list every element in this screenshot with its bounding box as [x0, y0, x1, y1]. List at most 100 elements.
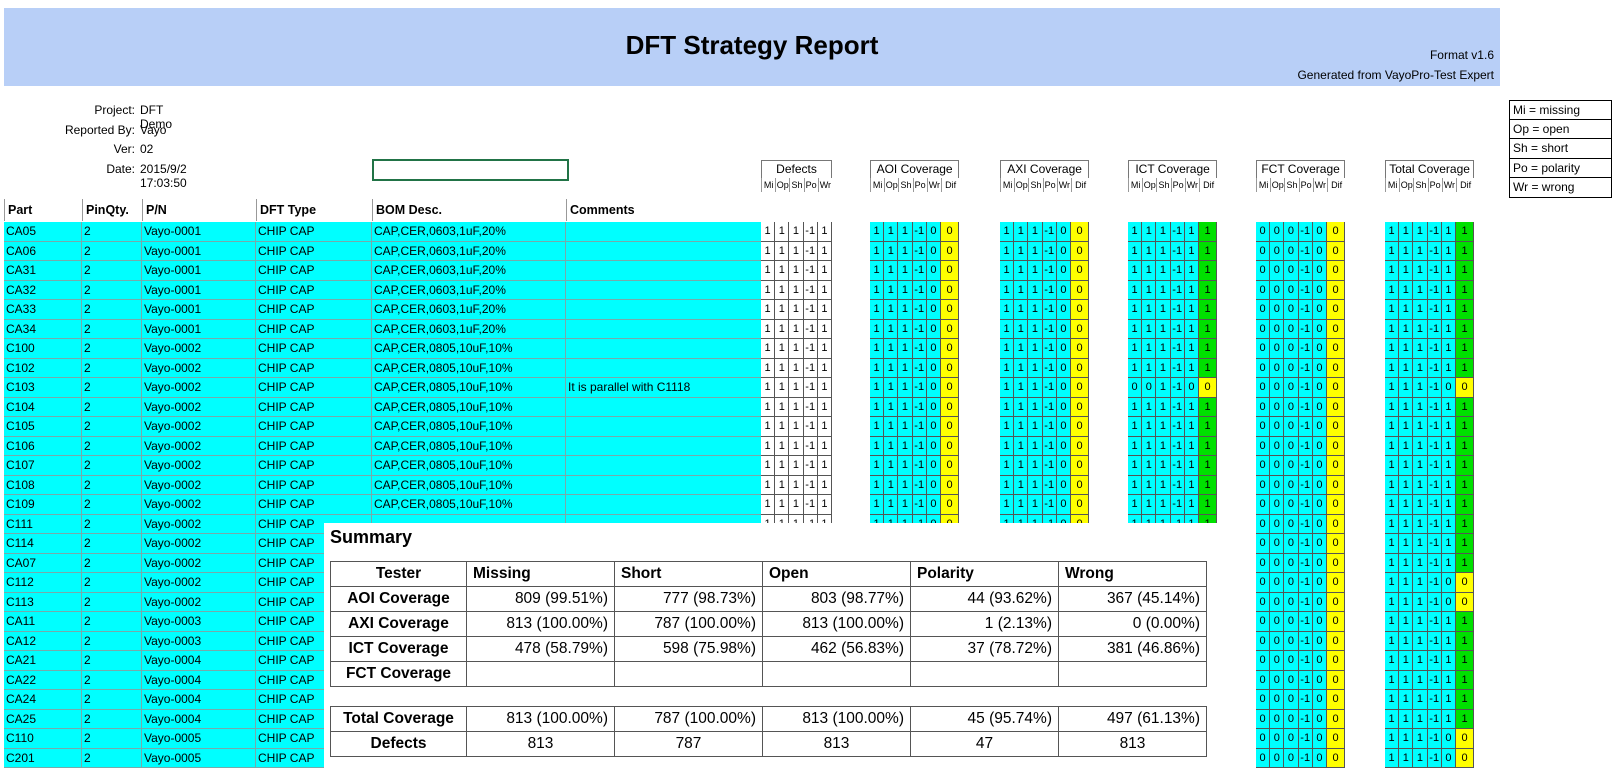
coverage-cell-tot[interactable]: 1: [1399, 651, 1414, 671]
coverage-cell-fct[interactable]: 0: [1256, 709, 1271, 729]
coverage-cell-ict[interactable]: 1: [1199, 261, 1218, 281]
coverage-cell-aoi[interactable]: -1: [912, 280, 927, 300]
cell-comment[interactable]: [566, 397, 762, 417]
coverage-cell-fct[interactable]: 0: [1284, 612, 1299, 632]
coverage-cell-axi[interactable]: 1: [1014, 358, 1029, 378]
coverage-cell-def[interactable]: 1: [817, 397, 832, 417]
cell-type[interactable]: CHIP CAP: [256, 358, 372, 378]
summary-cell[interactable]: [910, 661, 1059, 687]
coverage-cell-tot[interactable]: -1: [1427, 495, 1442, 515]
coverage-cell-ict[interactable]: 1: [1128, 417, 1143, 437]
coverage-cell-tot[interactable]: 1: [1385, 319, 1400, 339]
cell-type[interactable]: CHIP CAP: [256, 436, 372, 456]
coverage-cell-fct[interactable]: -1: [1298, 690, 1313, 710]
coverage-cell-fct[interactable]: 0: [1270, 729, 1285, 749]
coverage-cell-ict[interactable]: 0: [1128, 378, 1143, 398]
ver-value[interactable]: 02: [140, 142, 154, 156]
summary-cell[interactable]: 44 (93.62%): [910, 586, 1059, 612]
coverage-cell-aoi[interactable]: 1: [898, 378, 913, 398]
coverage-cell-axi[interactable]: 1: [1000, 300, 1015, 320]
coverage-cell-fct[interactable]: 0: [1256, 690, 1271, 710]
cell-part[interactable]: C113: [4, 592, 82, 612]
coverage-cell-tot[interactable]: 1: [1399, 592, 1414, 612]
coverage-cell-tot[interactable]: 1: [1385, 748, 1400, 768]
coverage-cell-def[interactable]: 1: [817, 222, 832, 242]
cell-pin[interactable]: 2: [82, 241, 142, 261]
coverage-cell-axi[interactable]: 1: [1028, 475, 1043, 495]
coverage-cell-aoi[interactable]: -1: [912, 417, 927, 437]
coverage-cell-tot[interactable]: 1: [1385, 456, 1400, 476]
coverage-cell-ict[interactable]: 0: [1142, 378, 1157, 398]
coverage-cell-ict[interactable]: -1: [1170, 300, 1185, 320]
coverage-cell-def[interactable]: 1: [817, 495, 832, 515]
coverage-cell-def[interactable]: 1: [817, 280, 832, 300]
coverage-cell-tot[interactable]: 1: [1385, 553, 1400, 573]
cell-bom[interactable]: CAP,CER,0603,1uF,20%: [372, 241, 566, 261]
coverage-cell-aoi[interactable]: -1: [912, 222, 927, 242]
cell-pn[interactable]: Vayo-0003: [142, 631, 256, 651]
cell-pn[interactable]: Vayo-0002: [142, 417, 256, 437]
coverage-cell-tot[interactable]: 1: [1413, 514, 1428, 534]
coverage-cell-aoi[interactable]: -1: [912, 339, 927, 359]
coverage-cell-fct[interactable]: 0: [1270, 241, 1285, 261]
coverage-cell-aoi[interactable]: 1: [898, 417, 913, 437]
coverage-cell-tot[interactable]: 1: [1413, 475, 1428, 495]
column-header-p-n[interactable]: P/N: [142, 199, 256, 221]
coverage-cell-tot[interactable]: 1: [1399, 456, 1414, 476]
coverage-cell-fct[interactable]: -1: [1298, 456, 1313, 476]
coverage-cell-fct[interactable]: 0: [1312, 358, 1327, 378]
coverage-cell-fct[interactable]: 0: [1256, 553, 1271, 573]
coverage-cell-axi[interactable]: 1: [1028, 222, 1043, 242]
coverage-cell-fct[interactable]: 0: [1327, 378, 1346, 398]
coverage-cell-aoi[interactable]: 0: [941, 241, 960, 261]
coverage-cell-def[interactable]: 1: [761, 280, 776, 300]
cell-type[interactable]: CHIP CAP: [256, 300, 372, 320]
coverage-cell-tot[interactable]: 1: [1441, 495, 1456, 515]
coverage-cell-tot[interactable]: 1: [1399, 436, 1414, 456]
coverage-cell-aoi[interactable]: 1: [898, 397, 913, 417]
coverage-cell-aoi[interactable]: 1: [898, 280, 913, 300]
coverage-cell-def[interactable]: -1: [803, 261, 818, 281]
coverage-cell-fct[interactable]: 0: [1270, 514, 1285, 534]
coverage-cell-fct[interactable]: 0: [1312, 222, 1327, 242]
coverage-cell-ict[interactable]: 1: [1156, 475, 1171, 495]
coverage-cell-fct[interactable]: 0: [1327, 358, 1346, 378]
coverage-cell-tot[interactable]: 1: [1399, 397, 1414, 417]
coverage-cell-fct[interactable]: 0: [1312, 690, 1327, 710]
coverage-cell-def[interactable]: -1: [803, 222, 818, 242]
coverage-cell-ict[interactable]: 1: [1142, 475, 1157, 495]
coverage-cell-ict[interactable]: 1: [1142, 280, 1157, 300]
coverage-cell-ict[interactable]: 1: [1156, 417, 1171, 437]
coverage-cell-tot[interactable]: 1: [1413, 456, 1428, 476]
coverage-cell-fct[interactable]: 0: [1284, 339, 1299, 359]
coverage-cell-fct[interactable]: 0: [1327, 651, 1346, 671]
cell-pn[interactable]: Vayo-0003: [142, 612, 256, 632]
coverage-cell-tot[interactable]: 1: [1441, 222, 1456, 242]
coverage-cell-aoi[interactable]: 1: [898, 475, 913, 495]
coverage-cell-tot[interactable]: 1: [1456, 534, 1475, 554]
coverage-cell-tot[interactable]: -1: [1427, 456, 1442, 476]
cell-comment[interactable]: [566, 495, 762, 515]
coverage-cell-axi[interactable]: 0: [1056, 358, 1071, 378]
cell-bom[interactable]: CAP,CER,0805,10uF,10%: [372, 358, 566, 378]
coverage-cell-axi[interactable]: -1: [1042, 495, 1057, 515]
coverage-cell-axi[interactable]: 0: [1071, 358, 1090, 378]
coverage-cell-ict[interactable]: 1: [1184, 397, 1199, 417]
cell-pin[interactable]: 2: [82, 534, 142, 554]
coverage-cell-axi[interactable]: 0: [1071, 319, 1090, 339]
coverage-cell-fct[interactable]: 0: [1312, 475, 1327, 495]
cell-type[interactable]: CHIP CAP: [256, 456, 372, 476]
coverage-cell-fct[interactable]: 0: [1270, 651, 1285, 671]
cell-pin[interactable]: 2: [82, 397, 142, 417]
cell-part[interactable]: CA05: [4, 222, 82, 242]
coverage-cell-fct[interactable]: 0: [1312, 417, 1327, 437]
coverage-cell-fct[interactable]: 0: [1256, 339, 1271, 359]
cell-type[interactable]: CHIP CAP: [256, 261, 372, 281]
coverage-cell-fct[interactable]: 0: [1327, 690, 1346, 710]
coverage-cell-tot[interactable]: 1: [1385, 651, 1400, 671]
coverage-cell-axi[interactable]: 1: [1014, 436, 1029, 456]
coverage-cell-tot[interactable]: -1: [1427, 514, 1442, 534]
coverage-cell-tot[interactable]: 1: [1456, 300, 1475, 320]
coverage-cell-fct[interactable]: 0: [1270, 358, 1285, 378]
coverage-cell-tot[interactable]: 1: [1385, 729, 1400, 749]
